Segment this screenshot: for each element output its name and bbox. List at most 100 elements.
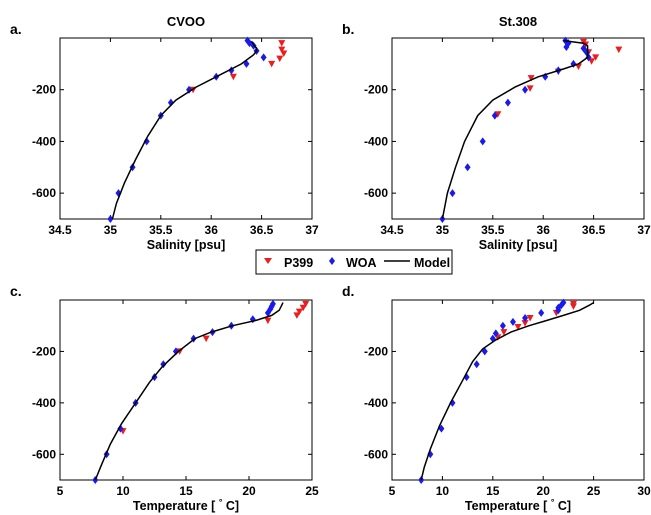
legend-triangle-marker (264, 258, 272, 264)
data-point-p399 (276, 55, 284, 63)
legend-label-woa: WOA (346, 256, 377, 270)
data-point-p399 (264, 317, 272, 325)
data-point-woa (555, 306, 562, 315)
x-tick-label: 30 (637, 484, 651, 498)
y-tick-label: -600 (32, 447, 56, 461)
x-tick-label: 15 (179, 484, 193, 498)
x-axis-label: Temperature [ ° C] (465, 497, 571, 513)
data-point-p399 (278, 46, 286, 54)
x-tick-label: 5 (389, 484, 396, 498)
data-point-p399 (295, 308, 303, 316)
data-point-woa (499, 321, 506, 330)
x-tick-label: 20 (537, 484, 551, 498)
panels: 34.5 35 35.5 36 36.5 37 -200 -400 -600 CVOO a. Sali… (10, 14, 651, 513)
panel-b: 34.5 35 35.5 36 36.5 37 -200 -400 -600 St.308 b. Sa… (342, 14, 651, 252)
series-line-model (94, 302, 284, 481)
x-tick-label: 35.5 (481, 223, 505, 237)
data-point-p399 (526, 85, 534, 92)
panel-d: 5 10 15 20 25 30 -200 -400 -600 d. Temperature [ °… (342, 283, 651, 513)
panel-letter: a. (10, 21, 22, 37)
data-point-p399 (569, 303, 577, 310)
data-point-woa (464, 163, 471, 172)
y-tick-label: -200 (32, 344, 56, 358)
data-point-p399 (280, 50, 288, 58)
series-line-model (111, 40, 258, 220)
data-point-woa (260, 53, 267, 62)
x-tick-label: 37 (637, 223, 651, 237)
x-tick-label: 36.5 (582, 223, 606, 237)
data-point-woa (473, 360, 480, 369)
panel-letter: b. (342, 21, 354, 37)
x-tick-label: 35 (104, 223, 118, 237)
x-axis-label: Temperature [ ° C] (133, 497, 239, 513)
panel-letter: c. (10, 283, 22, 299)
x-tick-label: 25 (305, 484, 319, 498)
data-point-p399 (494, 111, 502, 118)
x-tick-label: 15 (486, 484, 500, 498)
y-tick-label: -400 (364, 396, 388, 410)
data-point-woa (172, 347, 179, 356)
data-point-woa (186, 85, 193, 94)
x-tick-label: 25 (587, 484, 601, 498)
data-point-p399 (299, 304, 307, 312)
y-tick-label: -400 (32, 134, 56, 148)
panel-c: 5 10 15 20 25 -200 -400 -600 c. Temperature [ ° C… (10, 283, 319, 513)
legend-label-p399: P399 (284, 256, 313, 270)
y-tick-label: -600 (364, 186, 388, 200)
axes-frame (391, 299, 645, 481)
data-point-p399 (229, 73, 237, 81)
x-tick-label: 20 (242, 484, 256, 498)
x-tick-label: 34.5 (380, 223, 404, 237)
data-point-woa (264, 308, 271, 317)
x-tick-label: 36 (537, 223, 551, 237)
data-point-woa (522, 85, 529, 94)
data-point-p399 (527, 75, 535, 82)
data-point-p399 (176, 348, 184, 355)
y-tick-label: -200 (32, 83, 56, 97)
y-tick-label: -600 (32, 186, 56, 200)
x-tick-label: 36 (205, 223, 219, 237)
data-point-p399 (278, 40, 286, 47)
x-axis-label: Salinity [psu] (479, 238, 557, 252)
x-tick-label: 34.5 (48, 223, 72, 237)
data-point-woa (479, 137, 486, 146)
series-line-model (441, 39, 589, 220)
x-tick-label: 36.5 (250, 223, 274, 237)
data-point-woa (491, 111, 498, 120)
data-point-p399 (302, 300, 310, 308)
data-point-p399 (202, 335, 210, 343)
data-point-woa (492, 329, 499, 338)
x-tick-label: 37 (305, 223, 319, 237)
data-point-p399 (293, 312, 301, 319)
data-point-p399 (514, 324, 522, 331)
data-point-woa (117, 424, 124, 433)
data-point-woa (522, 314, 529, 322)
y-tick-label: -400 (364, 134, 388, 148)
data-point-woa (504, 98, 511, 107)
y-tick-label: -200 (364, 344, 388, 358)
chart-title: CVOO (167, 14, 205, 29)
panel-letter: d. (342, 283, 354, 299)
y-tick-label: -400 (32, 396, 56, 410)
x-tick-label: 5 (57, 484, 64, 498)
data-point-p399 (526, 315, 534, 322)
data-point-p399 (268, 60, 276, 68)
data-point-p399 (521, 320, 529, 327)
legend: P399 WOA Model (255, 249, 453, 275)
axes-frame (59, 299, 313, 481)
x-axis-label: Salinity [psu] (147, 238, 225, 252)
data-point-woa (509, 317, 516, 326)
y-tick-label: -200 (364, 83, 388, 97)
data-point-p399 (500, 329, 508, 336)
data-point-p399 (588, 58, 596, 65)
x-tick-label: 10 (436, 484, 450, 498)
x-tick-label: 10 (116, 484, 130, 498)
chart-title: St.308 (499, 14, 537, 29)
x-tick-label: 35 (436, 223, 450, 237)
series-line-model (420, 301, 594, 481)
legend-box (255, 249, 453, 275)
data-point-woa (92, 476, 99, 484)
data-point-woa (143, 137, 150, 146)
data-point-woa (563, 43, 570, 52)
